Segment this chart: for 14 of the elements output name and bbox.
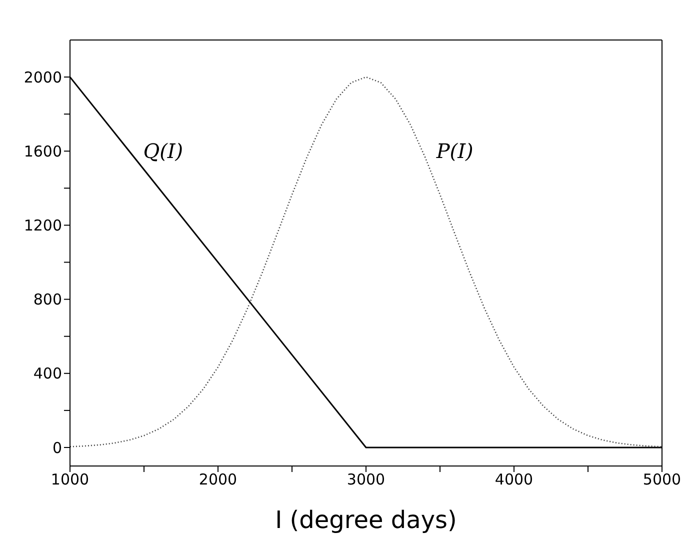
y-tick-label: 2000 <box>24 68 62 86</box>
series-label: P(I) <box>435 139 474 164</box>
x-tick-label: 1000 <box>50 470 90 489</box>
x-axis-title: I (degree days) <box>275 506 457 534</box>
y-tick-label: 1200 <box>24 216 62 235</box>
x-tick-label: 4000 <box>494 470 534 489</box>
y-tick-label: 1600 <box>24 142 62 160</box>
x-tick-label: 5000 <box>642 470 682 489</box>
y-tick-label: 0 <box>52 438 62 457</box>
x-tick-label: 3000 <box>346 470 386 489</box>
series-label: Q(I) <box>143 139 184 164</box>
y-tick-label: 400 <box>33 364 62 383</box>
y-tick-label: 800 <box>33 290 62 309</box>
x-tick-label: 2000 <box>198 470 238 489</box>
